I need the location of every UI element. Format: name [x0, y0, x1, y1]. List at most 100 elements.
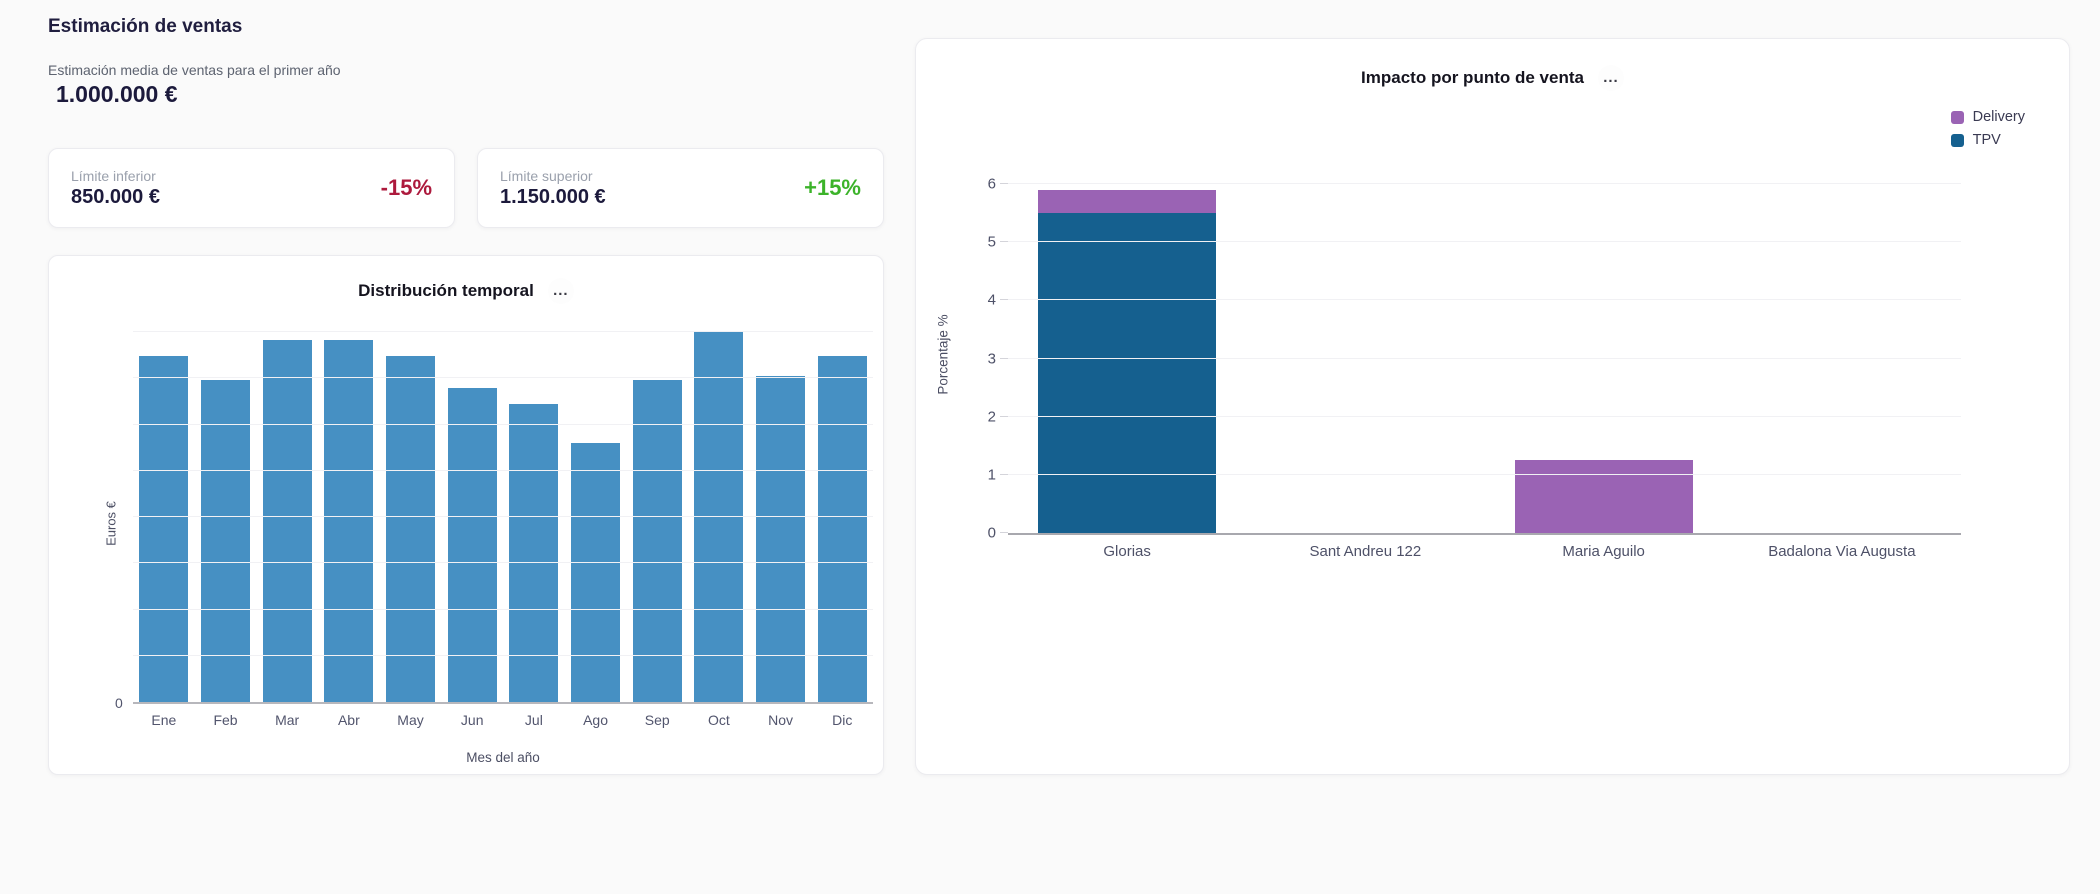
y-tick-label: 1 — [987, 466, 996, 484]
y-tick-label: 6 — [987, 175, 996, 193]
monthly-bar-jun[interactable] — [447, 387, 497, 702]
y-tick-mark — [1000, 415, 1008, 417]
ellipsis-icon: ... — [1603, 69, 1619, 86]
y-tick-mark — [1000, 357, 1008, 359]
stacked-bar-badalona-via-augusta — [1753, 184, 1931, 533]
y-tick-mark — [1000, 473, 1008, 475]
x-tick-label: Sant Andreu 122 — [1309, 543, 1422, 560]
delivery-swatch-icon — [1950, 110, 1964, 124]
lower-limit-delta-badge: -15% — [380, 175, 432, 200]
x-tick-label: Sep — [644, 712, 670, 728]
ellipsis-icon: ... — [553, 282, 569, 299]
impact-x-axis-labels: Glorias Sant Andreu 122 Maria Aguilo Badalo… — [1008, 543, 1961, 560]
monthly-bar-ene[interactable] — [139, 355, 189, 702]
impact-chart-context-menu-button[interactable]: ... — [1597, 65, 1624, 91]
monthly-bars — [133, 332, 873, 702]
upper-limit-card: Límite superior 1.150.000 € +15% — [477, 148, 884, 228]
legend-item-delivery[interactable]: Delivery — [1950, 109, 2025, 125]
monthly-bar-jul[interactable] — [509, 403, 559, 702]
upper-limit-delta-badge: +15% — [804, 175, 861, 200]
monthly-bar-mar[interactable] — [262, 339, 312, 702]
gridline — [1008, 415, 1961, 417]
monthly-bar-oct[interactable] — [694, 332, 744, 702]
segment-delivery-maria-aguilo[interactable] — [1514, 460, 1693, 533]
page-title: Estimación de ventas — [48, 16, 243, 37]
y-tick-label: 3 — [987, 350, 996, 367]
upper-limit-value: 1.150.000 € — [500, 185, 606, 208]
monthly-distribution-chart-card: Distribución temporal ... 0 Euros € Ene F… — [48, 255, 884, 775]
estimate-label: Estimación media de ventas para el prime… — [48, 62, 341, 78]
segment-delivery-glorias[interactable] — [1038, 189, 1217, 214]
gridline — [133, 562, 873, 564]
gridline — [1008, 473, 1961, 475]
legend-label: Delivery — [1972, 109, 2025, 125]
monthly-chart-title: Distribución temporal — [358, 281, 534, 300]
gridline — [133, 654, 873, 656]
segment-tpv-glorias[interactable] — [1038, 213, 1217, 533]
bar-slot-glorias — [1008, 184, 1246, 533]
page-root: { "page": { "background": "#fafafa" }, "… — [48, 16, 2070, 775]
bar-slot-ene — [133, 332, 195, 702]
bar-slot-dic — [811, 332, 873, 702]
gridline — [133, 469, 873, 471]
bar-slot-sant-andreu-122 — [1246, 184, 1484, 533]
monthly-bar-dic[interactable] — [817, 355, 867, 702]
x-tick-label: Mar — [275, 712, 300, 728]
x-tick-label: Jul — [524, 712, 543, 728]
gridline — [1008, 241, 1961, 243]
x-tick-label: Badalona Via Augusta — [1768, 543, 1916, 560]
y-tick-mark — [1000, 299, 1008, 301]
x-tick-label: Dic — [832, 712, 853, 728]
stacked-bar-glorias — [1038, 184, 1217, 533]
bar-slot-sep — [626, 332, 688, 702]
monthly-y-axis-title: Euros € — [103, 501, 119, 546]
lower-limit-card: Límite inferior 850.000 € -15% — [48, 148, 455, 228]
legend-item-tpv[interactable]: TPV — [1950, 132, 2025, 148]
monthly-bar-ago[interactable] — [571, 443, 621, 702]
stacked-bar-maria-aguilo — [1514, 184, 1693, 533]
y-tick-label: 4 — [987, 291, 996, 309]
gridline — [1008, 357, 1961, 359]
lower-limit-label: Límite inferior — [71, 167, 156, 184]
y-tick-mark — [1000, 183, 1008, 184]
impact-chart-title: Impacto por punto de venta — [1361, 68, 1584, 87]
gridline — [133, 331, 873, 332]
bar-slot-badalona-via-augusta — [1723, 184, 1961, 533]
sales-estimation-panel: Estimación de ventas Estimación media de… — [48, 16, 884, 108]
gridline — [1008, 299, 1961, 301]
monthly-bar-may[interactable] — [386, 355, 436, 702]
bar-slot-jul — [503, 332, 565, 702]
impact-chart-plot: 0 1 2 3 4 5 6 — [988, 176, 1961, 542]
x-tick-label: Nov — [768, 712, 793, 728]
x-tick-label: Maria Aguilo — [1562, 543, 1645, 560]
bar-slot-may — [380, 332, 442, 702]
x-tick-label: Ene — [151, 712, 177, 728]
gridline — [1008, 183, 1961, 184]
monthly-x-axis-title: Mes del año — [466, 750, 540, 765]
x-tick-label: Oct — [707, 712, 730, 728]
bar-slot-abr — [318, 332, 380, 702]
bar-slot-ago — [565, 332, 627, 702]
x-tick-label: Abr — [337, 712, 360, 728]
estimate-value: 1.000.000 € — [56, 81, 178, 107]
monthly-bar-abr[interactable] — [324, 339, 374, 702]
monthly-bar-sep[interactable] — [632, 379, 682, 702]
gridline — [133, 377, 873, 379]
x-tick-label: May — [397, 712, 424, 728]
lower-limit-value: 850.000 € — [71, 185, 160, 208]
x-tick-label: Ago — [583, 712, 608, 728]
y-tick-mark — [1000, 241, 1008, 243]
monthly-chart-context-menu-button[interactable]: ... — [547, 278, 574, 304]
monthly-chart-plot: 0 — [115, 331, 873, 711]
impact-chart-legend: Delivery TPV — [1950, 109, 2025, 148]
monthly-bar-feb[interactable] — [201, 379, 250, 702]
gridline — [133, 608, 873, 610]
monthly-y-zero-label: 0 — [115, 695, 123, 711]
legend-label: TPV — [1972, 132, 2001, 148]
y-tick-label: 2 — [987, 408, 996, 426]
impact-y-axis-title: Porcentaje % — [935, 314, 951, 395]
impact-chart-card: Impacto por punto de venta ... Delivery T… — [915, 38, 2070, 775]
monthly-x-axis-labels: Ene Feb Mar Abr May Jun Jul Ago Sep Oct Nov Dic — [133, 712, 873, 728]
monthly-bar-nov[interactable] — [756, 375, 806, 702]
bar-slot-mar — [256, 332, 318, 702]
